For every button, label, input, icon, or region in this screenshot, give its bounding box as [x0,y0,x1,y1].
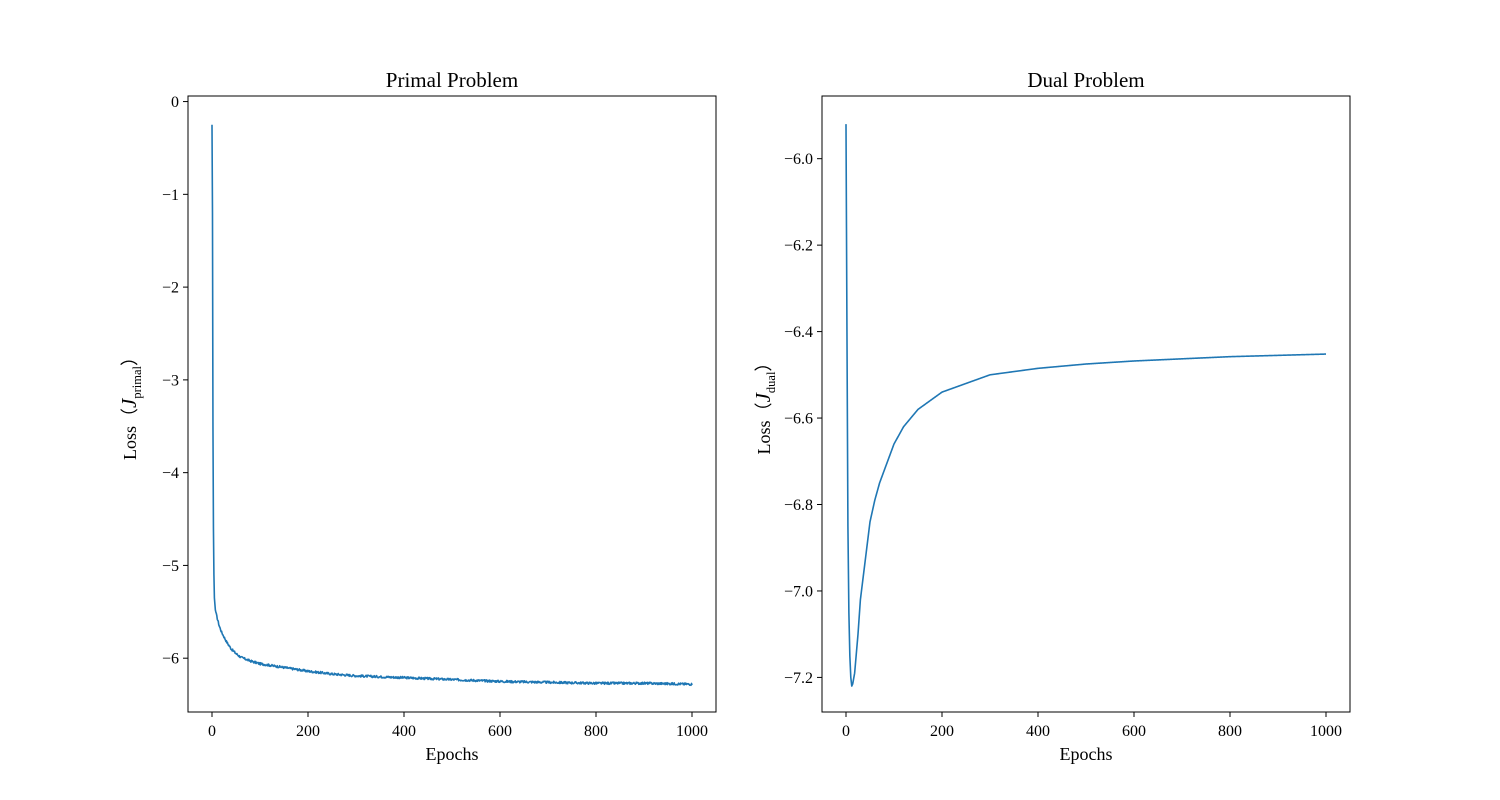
x-tick-label: 800 [1218,723,1242,740]
y-axis-label-symbol: J [117,397,141,408]
chart-title: Primal Problem [386,68,518,92]
x-tick-label: 400 [392,723,416,740]
y-axis-label: Loss（Jprimal） [117,348,144,460]
x-axis-label: Epochs [1060,744,1113,764]
y-tick-label: −4 [162,465,179,482]
x-tick-label: 0 [208,723,216,740]
series-line [845,124,1327,687]
y-tick-label: −3 [162,372,179,389]
y-tick-label: −1 [162,187,179,204]
plot-frame [187,95,717,713]
x-tick-label: 200 [930,723,954,740]
y-axis-label-subscript: dual [764,371,778,393]
x-tick-label: 600 [488,723,512,740]
y-tick-label: −6.2 [784,238,813,255]
y-axis-label: Loss（Jdual） [751,354,778,455]
y-axis-label-suffix: ） [120,348,140,366]
series-line [211,124,693,687]
y-tick-label: −2 [162,280,179,297]
y-tick-label: −6 [162,651,179,668]
y-axis-label-suffix: ） [754,354,774,372]
chart-title: Dual Problem [1027,68,1144,92]
y-tick-label: −6.6 [784,411,813,428]
x-tick-label: 200 [296,723,320,740]
y-axis-label-prefix: Loss（ [754,402,774,454]
y-tick-label: −7.2 [784,670,813,687]
y-axis-label-prefix: Loss（ [120,408,140,460]
y-tick-label: −7.0 [784,583,813,600]
dual-chart-panel: 0 200 400 600 800 1000 −6.0 −6.2 −6.4 −6.6 −6.8 −7.… [751,68,1351,764]
x-tick-label: 800 [584,723,608,740]
x-tick-label: 1000 [676,723,708,740]
y-tick-label: −5 [162,558,179,575]
y-tick-label: 0 [171,94,179,111]
y-tick-label: −6.0 [784,151,813,168]
y-tick-label: −6.4 [784,324,813,341]
x-tick-label: 1000 [1310,723,1342,740]
y-axis-label-symbol: J [751,391,775,402]
x-axis-label: Epochs [426,744,479,764]
x-tick-label: 600 [1122,723,1146,740]
x-tick-label: 400 [1026,723,1050,740]
y-axis-label-subscript: primal [130,365,144,398]
plot-frame [821,95,1351,713]
primal-chart-panel: 0 200 400 600 800 1000 0 −1 −2 −3 −4 −5 −6 Primal Pro… [117,68,717,764]
x-tick-label: 0 [842,723,850,740]
y-tick-label: −6.8 [784,497,813,514]
